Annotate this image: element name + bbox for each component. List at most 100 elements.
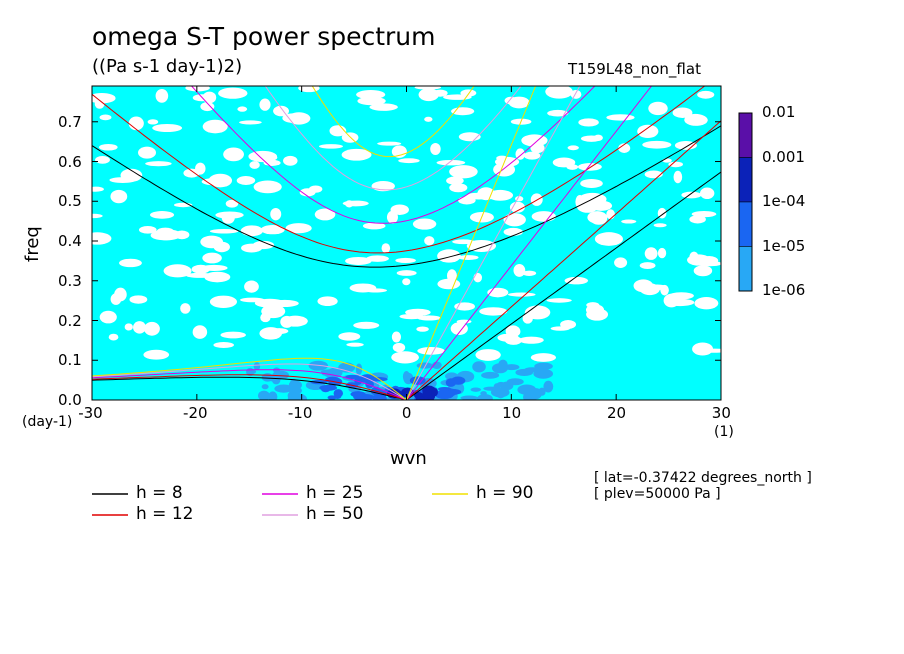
low-power-patch	[689, 251, 699, 264]
power-patch	[268, 391, 278, 400]
x-tick-label: 20	[606, 404, 627, 422]
low-power-patch	[436, 159, 466, 166]
low-power-patch	[564, 276, 589, 285]
low-power-patch	[163, 264, 192, 278]
low-power-patch	[391, 331, 402, 343]
low-power-patch	[567, 145, 579, 151]
low-power-patch	[666, 298, 695, 307]
power-patch	[350, 391, 366, 398]
low-power-patch	[673, 170, 683, 184]
low-power-patch	[223, 147, 244, 162]
y-tick-label: 0.1	[58, 351, 82, 370]
low-power-patch	[694, 297, 719, 310]
power-patch	[431, 363, 440, 369]
colorbar-label: 1e-04	[762, 192, 806, 210]
low-power-patch	[110, 189, 128, 204]
low-power-patch	[185, 86, 210, 92]
inertia-gravity-curve-h90	[311, 86, 475, 158]
low-power-patch	[124, 323, 133, 331]
low-power-patch	[450, 322, 468, 336]
low-power-patch	[507, 292, 536, 297]
low-power-patch	[363, 288, 387, 293]
low-power-patch	[644, 247, 658, 260]
inertia-gravity-curve-h50	[264, 86, 522, 191]
low-power-patch	[614, 257, 628, 268]
power-patch	[253, 362, 261, 371]
legend-label: h = 12	[136, 504, 194, 524]
low-power-patch	[424, 116, 433, 122]
low-power-patch	[253, 180, 282, 194]
x-tick-label: 10	[502, 404, 522, 422]
kelvin-curve-h50	[406, 86, 581, 400]
low-power-patch	[460, 89, 477, 97]
low-power-patch	[138, 226, 157, 234]
low-power-patch	[92, 92, 116, 104]
power-patch	[248, 369, 257, 374]
chart-subtitle: ((Pa s-1 day-1)2)	[92, 56, 243, 77]
low-power-patch	[390, 204, 409, 215]
low-power-patch	[633, 279, 654, 293]
low-power-patch	[149, 211, 175, 219]
y-tick-label: 0.0	[58, 391, 82, 409]
kelvin-curve-h8	[406, 171, 721, 400]
low-power-patch	[672, 107, 693, 118]
low-power-patch	[416, 326, 429, 332]
y-tick-label: 0.7	[58, 112, 82, 131]
low-power-patch	[283, 155, 298, 166]
low-power-patch	[285, 223, 312, 234]
power-patch	[481, 371, 500, 379]
low-power-patch	[432, 89, 448, 97]
low-power-patch	[466, 239, 497, 252]
power-patch	[530, 388, 542, 400]
kelvin-curve-h25	[406, 86, 653, 400]
low-power-patch	[454, 302, 475, 311]
x-tick-label: 30	[711, 404, 731, 422]
low-power-patch	[504, 96, 518, 105]
power-patch	[470, 387, 482, 392]
low-power-patch	[606, 114, 635, 121]
x-axis-unit: (1)	[714, 424, 734, 440]
low-power-patch	[287, 112, 311, 125]
low-power-patch	[99, 114, 112, 121]
low-power-patch	[653, 223, 667, 228]
power-patch	[491, 363, 508, 374]
low-power-patch	[240, 225, 264, 237]
low-power-patch	[209, 228, 239, 234]
low-power-patch	[552, 157, 576, 168]
low-power-patch	[260, 225, 285, 235]
low-power-patch	[180, 303, 191, 314]
low-power-patch	[578, 118, 599, 127]
colorbar-label: 0.001	[762, 147, 805, 166]
rossby-curve-h50	[92, 363, 407, 400]
kelvin-curve-h90	[406, 86, 537, 400]
low-power-patch	[692, 342, 714, 356]
legend-label: h = 90	[476, 483, 534, 503]
low-power-patch	[345, 256, 372, 265]
low-power-patch	[606, 209, 615, 220]
colorbar-label: 0.01	[762, 103, 796, 121]
x-tick-label: -20	[183, 404, 208, 422]
low-power-patch	[503, 227, 524, 236]
power-patch	[261, 384, 269, 390]
low-power-patch	[479, 307, 508, 316]
power-patch	[328, 370, 337, 375]
pressure-level-info: [ plev=50000 Pa ]	[594, 486, 721, 502]
low-power-patch	[200, 102, 215, 112]
low-power-patch	[530, 142, 545, 154]
low-power-patch	[260, 312, 271, 323]
low-power-patch	[451, 107, 475, 116]
low-power-patch	[437, 249, 461, 263]
low-power-patch	[699, 187, 715, 200]
low-power-patch	[128, 116, 144, 131]
low-power-patch	[458, 255, 479, 260]
low-power-patch	[437, 278, 461, 290]
low-power-patch	[412, 218, 437, 230]
rossby-curve-h25	[92, 369, 407, 400]
low-power-patch	[259, 98, 271, 111]
low-power-patch	[689, 215, 706, 224]
y-axis-label: freq	[22, 226, 43, 262]
low-power-patch	[270, 299, 299, 307]
low-power-patch	[143, 349, 170, 360]
low-power-patch	[345, 200, 354, 208]
inertia-gravity-curve-h8	[92, 125, 721, 268]
